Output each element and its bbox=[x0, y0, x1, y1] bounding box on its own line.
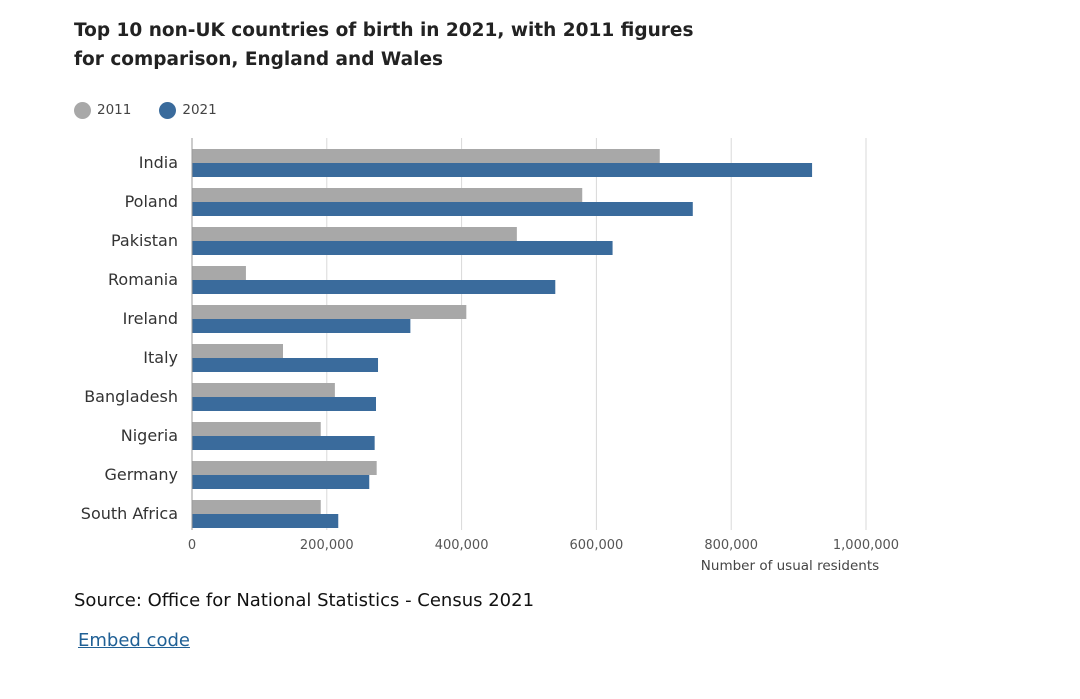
bar-2021-italy bbox=[192, 358, 379, 372]
chart-legend: 2011 2021 bbox=[74, 100, 245, 120]
bar-2011-ireland bbox=[192, 305, 467, 319]
bar-2021-pakistan bbox=[192, 241, 613, 255]
category-label: Nigeria bbox=[121, 426, 178, 445]
bar-2011-pakistan bbox=[192, 227, 517, 241]
x-axis-title: Number of usual residents bbox=[701, 558, 879, 574]
embed-code-link[interactable]: Embed code bbox=[78, 630, 190, 651]
bar-2011-india bbox=[192, 149, 660, 163]
bar-2011-germany bbox=[192, 461, 377, 475]
legend-label-2011: 2011 bbox=[97, 102, 132, 118]
x-tick-label: 200,000 bbox=[300, 538, 354, 553]
bar-2021-bangladesh bbox=[192, 397, 377, 411]
x-tick-label: 1,000,000 bbox=[833, 538, 899, 553]
legend-item-2011: 2011 bbox=[74, 101, 132, 119]
category-label: Poland bbox=[125, 192, 178, 211]
bar-2011-poland bbox=[192, 188, 583, 202]
category-label: Germany bbox=[104, 465, 178, 484]
bar-2011-south-africa bbox=[192, 500, 321, 514]
bar-2011-bangladesh bbox=[192, 383, 335, 397]
bar-2021-ireland bbox=[192, 319, 411, 333]
bar-2021-poland bbox=[192, 202, 693, 216]
category-label: Italy bbox=[143, 348, 178, 367]
bar-2021-india bbox=[192, 163, 813, 177]
category-label: Pakistan bbox=[111, 231, 178, 250]
bar-2011-nigeria bbox=[192, 422, 321, 436]
bar-2011-romania bbox=[192, 266, 246, 280]
bar-2021-romania bbox=[192, 280, 556, 294]
x-tick-label: 800,000 bbox=[704, 538, 758, 553]
legend-label-2021: 2021 bbox=[182, 102, 217, 118]
bar-2021-nigeria bbox=[192, 436, 375, 450]
legend-swatch-2021 bbox=[159, 101, 177, 119]
bar-2011-italy bbox=[192, 344, 283, 358]
x-tick-label: 400,000 bbox=[435, 538, 489, 553]
chart-title: Top 10 non-UK countries of birth in 2021… bbox=[74, 20, 694, 70]
category-label: India bbox=[139, 153, 178, 172]
category-label: Ireland bbox=[123, 309, 178, 328]
legend-swatch-2011 bbox=[74, 101, 91, 119]
source-note: Source: Office for National Statistics -… bbox=[74, 590, 535, 611]
x-tick-label: 600,000 bbox=[570, 538, 624, 553]
bar-2021-south-africa bbox=[192, 514, 339, 528]
category-label: Bangladesh bbox=[84, 387, 178, 406]
x-tick-label: 0 bbox=[188, 538, 196, 553]
bar-2021-germany bbox=[192, 475, 370, 489]
legend-item-2021: 2021 bbox=[159, 101, 217, 119]
category-label: Romania bbox=[108, 270, 178, 289]
category-label: South Africa bbox=[81, 504, 178, 523]
bar-chart: India Poland Pakistan Romania Ireland Italy Ba… bbox=[81, 138, 899, 574]
